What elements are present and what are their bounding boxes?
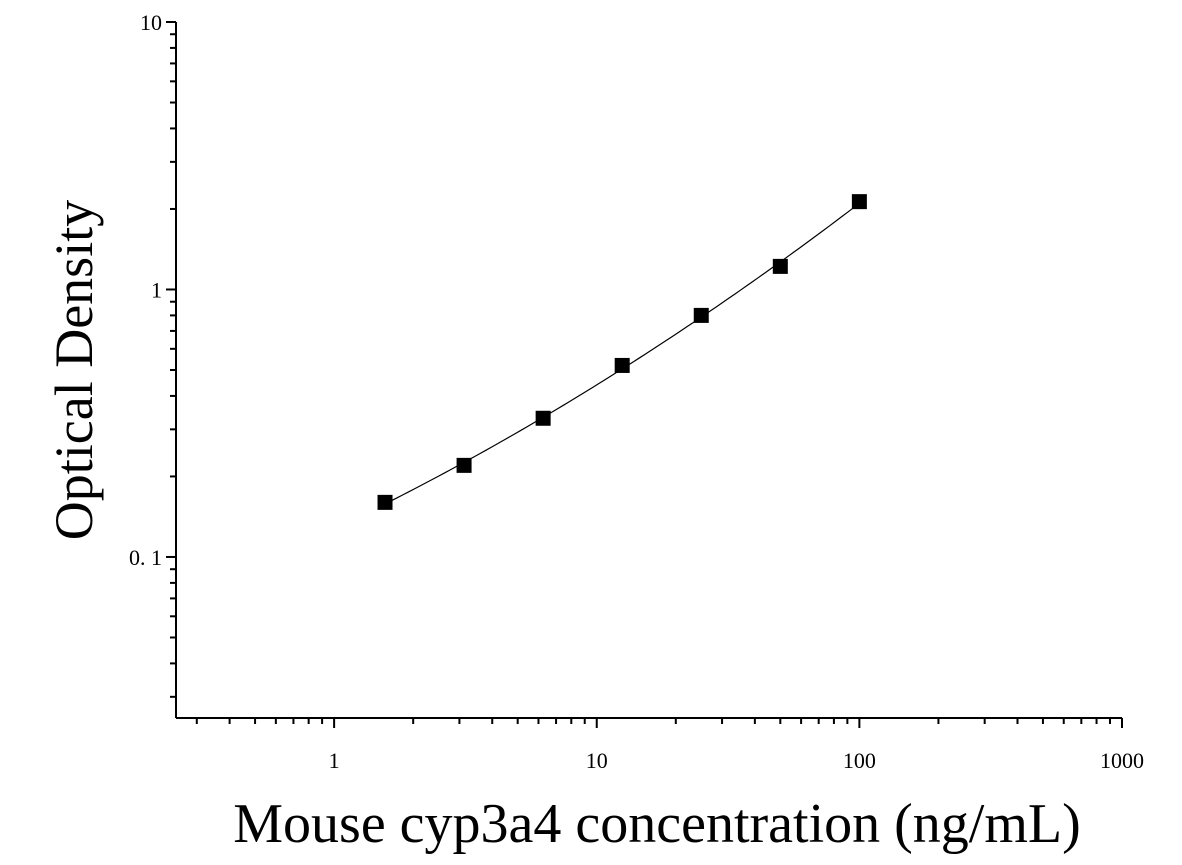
- data-point: [535, 410, 551, 426]
- data-point: [851, 194, 867, 210]
- x-tick-label: 100: [843, 748, 876, 773]
- y-axis-title: Optical Density: [44, 200, 104, 540]
- data-point: [456, 457, 472, 473]
- x-tick-label: 1: [329, 748, 340, 773]
- x-axis-title: Mouse cyp3a4 concentration (ng/mL): [233, 793, 1081, 855]
- y-tick-label: 1: [151, 277, 162, 302]
- axes: [175, 22, 1122, 719]
- x-tick-label: 1000: [1100, 748, 1144, 773]
- ticks: 1 10 100 1000 0. 1 1 10: [129, 10, 1144, 773]
- data-point: [772, 258, 788, 274]
- data-point: [693, 307, 709, 323]
- y-tick-label: 10: [140, 10, 162, 35]
- x-tick-label: 10: [586, 748, 608, 773]
- data-points: [377, 194, 867, 510]
- fit-curve-group: [384, 202, 860, 505]
- y-tick-label: 0. 1: [129, 545, 162, 570]
- data-point: [614, 357, 630, 373]
- data-point: [377, 494, 393, 510]
- fit-curve: [384, 202, 860, 505]
